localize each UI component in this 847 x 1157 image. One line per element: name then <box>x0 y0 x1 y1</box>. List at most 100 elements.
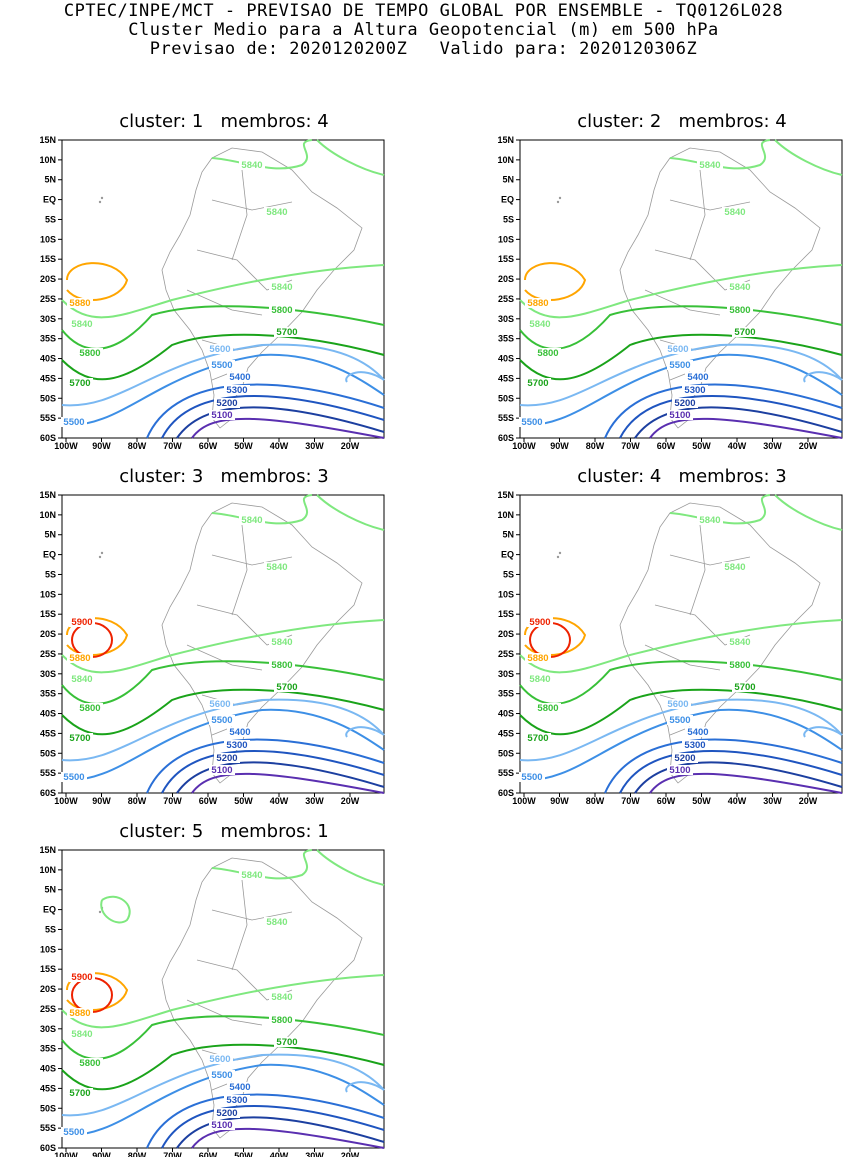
contour-label: 5840 <box>266 917 287 928</box>
lat-tick-label: EQ <box>501 550 514 560</box>
lat-tick-label: 25S <box>498 649 514 659</box>
lat-tick-label: 35S <box>498 334 514 344</box>
lat-tick-label: 50S <box>40 1103 56 1113</box>
lat-tick-label: 40S <box>498 354 514 364</box>
island <box>98 555 102 559</box>
contour-label-bg <box>682 740 708 750</box>
contour-label: 5840 <box>529 319 550 330</box>
contour-label: 5840 <box>699 160 720 171</box>
lat-tick-label: 10N <box>497 510 514 520</box>
lat-tick-label: EQ <box>43 905 56 915</box>
lon-tick-label: 70W <box>163 441 182 451</box>
island <box>556 200 560 204</box>
country-border <box>689 169 706 261</box>
contour-label: 5700 <box>69 733 90 744</box>
country-border <box>669 199 751 211</box>
lon-tick-label: 30W <box>305 441 324 451</box>
contour-label: 5500 <box>63 1127 84 1138</box>
lat-tick-label: 10S <box>40 589 56 599</box>
contour-label: 5600 <box>667 344 688 355</box>
island <box>98 910 102 914</box>
contour-label-bg <box>274 682 300 692</box>
contour-label: 5840 <box>71 674 92 685</box>
lon-tick-label: 60W <box>657 441 676 451</box>
map-panel-5: 15N 10N 5N EQ 5S 10S 15S 20S 25S 30S 35S 40S 45S 50S 5… <box>39 845 385 1157</box>
country-border <box>211 199 293 211</box>
contour-label-bg <box>69 674 95 684</box>
country-border <box>644 644 721 671</box>
contour-label-bg <box>672 398 698 408</box>
contour-label-bg <box>527 319 553 329</box>
country-border <box>669 554 751 566</box>
contour-5840 <box>774 494 843 531</box>
contour-label-bg <box>697 160 723 170</box>
island <box>100 551 104 555</box>
contour-label-bg <box>697 515 723 525</box>
lon-tick-label: 100W <box>54 1151 78 1157</box>
lat-tick-label: 60S <box>40 788 56 798</box>
contour-label: 5500 <box>63 417 84 428</box>
contour-label-bg <box>69 617 95 627</box>
lat-tick-label: 30S <box>498 669 514 679</box>
lat-tick-label: 5N <box>502 175 514 185</box>
contour-label: 5840 <box>241 870 262 881</box>
contour-label: 5800 <box>729 660 750 671</box>
contour-label: 5800 <box>537 703 558 714</box>
contour-5840 <box>211 849 313 880</box>
lat-tick-label: 15N <box>497 135 514 145</box>
contour-label-bg <box>67 1008 93 1018</box>
lat-tick-label: EQ <box>43 550 56 560</box>
lon-tick-label: 40W <box>270 1151 289 1157</box>
lon-tick-label: 20W <box>799 441 818 451</box>
lat-tick-label: 50S <box>498 393 514 403</box>
contour-label-bg <box>525 378 551 388</box>
contour-5300 <box>161 1105 385 1149</box>
lat-tick-label: 35S <box>40 334 56 344</box>
lat-tick-label: 35S <box>40 1044 56 1054</box>
lon-tick-label: 80W <box>586 796 605 806</box>
country-border <box>689 524 706 616</box>
lat-tick-label: 45S <box>498 728 514 738</box>
contour-label-bg <box>264 917 290 927</box>
contour-5840 <box>61 974 385 1029</box>
contour-5100 <box>191 772 385 794</box>
contour-5300 <box>619 395 843 439</box>
contour-label: 5300 <box>226 385 247 396</box>
contour-5600 <box>519 343 843 407</box>
contour-label: 5840 <box>271 992 292 1003</box>
lat-tick-label: 45S <box>40 1083 56 1093</box>
island <box>100 196 104 200</box>
lat-tick-label: 15N <box>39 135 56 145</box>
lat-tick-label: 60S <box>40 1143 56 1153</box>
lon-tick-label: 70W <box>621 796 640 806</box>
contour-5800 <box>61 660 385 705</box>
contour-5500 <box>61 1063 385 1137</box>
contour-label-bg <box>727 660 753 670</box>
contour-label: 5700 <box>734 682 755 693</box>
lat-tick-label: 15S <box>498 609 514 619</box>
contour-label-bg <box>269 1015 295 1025</box>
lon-tick-label: 40W <box>728 441 747 451</box>
contour-label: 5880 <box>69 653 90 664</box>
contour-5600 <box>61 698 385 762</box>
lat-tick-label: 5N <box>44 530 56 540</box>
contour-label: 5880 <box>527 298 548 309</box>
contour-label-bg <box>209 715 235 725</box>
contour-label-bg <box>667 715 693 725</box>
contour-label-bg <box>665 699 691 709</box>
header-line-1: CPTEC/INPE/MCT - PREVISAO DE TEMPO GLOBA… <box>63 1 784 21</box>
contour-label-bg <box>239 515 265 525</box>
country-border <box>644 289 721 316</box>
contour-label-bg <box>727 282 753 292</box>
lon-tick-label: 20W <box>341 796 360 806</box>
lon-tick-label: 90W <box>92 441 111 451</box>
lon-tick-label: 90W <box>550 441 569 451</box>
lat-tick-label: 20S <box>40 629 56 639</box>
lon-tick-label: 30W <box>763 796 782 806</box>
contour-label-bg <box>69 972 95 982</box>
contour-label: 5840 <box>699 515 720 526</box>
island <box>556 555 560 559</box>
contour-label-bg <box>722 207 748 217</box>
contour-label-bg <box>274 1037 300 1047</box>
contour-label-bg <box>269 305 295 315</box>
